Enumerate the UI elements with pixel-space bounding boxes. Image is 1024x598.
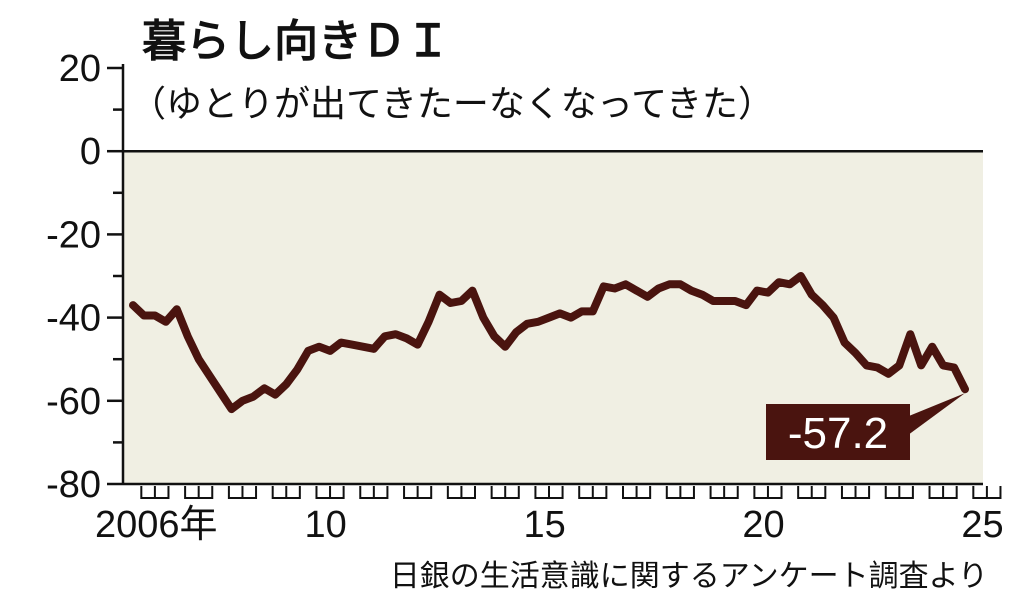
x-year-tick	[840, 486, 871, 499]
x-year-tick	[884, 486, 914, 499]
x-year-tick	[753, 486, 783, 499]
y-tick-label: -20	[46, 214, 101, 256]
x-year-tick	[622, 486, 652, 499]
x-tick-label: 15	[523, 504, 565, 546]
x-tick-label: 20	[742, 504, 784, 546]
x-tick-label: 2006年	[95, 504, 218, 546]
x-year-tick	[359, 486, 389, 499]
x-year-tick	[928, 486, 958, 499]
axes	[121, 64, 983, 486]
x-year-tick	[140, 486, 170, 499]
x-axis-ticks: 2006年 10 15 20 25	[95, 486, 1004, 546]
series-line	[129, 272, 969, 414]
callout-value: -57.2	[788, 409, 888, 458]
x-year-tick	[271, 486, 301, 499]
x-year-tick	[315, 486, 345, 499]
x-year-tick	[227, 486, 258, 499]
x-year-tick	[665, 486, 695, 499]
callout-pointer	[904, 393, 965, 438]
x-year-tick	[490, 486, 520, 499]
y-tick-label: 0	[80, 131, 101, 173]
source-note: 日銀の生活意識に関するアンケート調査より	[390, 559, 988, 594]
x-year-tick	[578, 486, 608, 499]
x-year-tick	[446, 486, 476, 499]
callout-box	[766, 404, 910, 460]
x-year-tick	[972, 486, 1002, 499]
x-year-tick	[184, 486, 214, 499]
chart-subtitle: （ゆとりが出てきたーなくなってきた）	[130, 84, 774, 125]
x-year-tick	[797, 486, 827, 499]
series-group	[129, 272, 969, 414]
chart-title: 暮らし向きＤＩ	[142, 16, 450, 67]
x-year-tick	[709, 486, 739, 499]
y-tick-label: -80	[46, 464, 101, 506]
y-tick-label: -40	[46, 298, 101, 340]
x-tick-label: 10	[305, 504, 347, 546]
y-tick-label: 20	[59, 48, 101, 90]
last-value-callout: -57.2	[766, 393, 965, 460]
x-tick-label: 25	[961, 504, 1003, 546]
y-tick-label: -60	[46, 381, 101, 423]
y-axis-ticks: 20 0 -20 -40 -60 -80	[46, 48, 123, 506]
x-year-tick	[534, 486, 564, 499]
x-year-tick	[403, 486, 433, 499]
